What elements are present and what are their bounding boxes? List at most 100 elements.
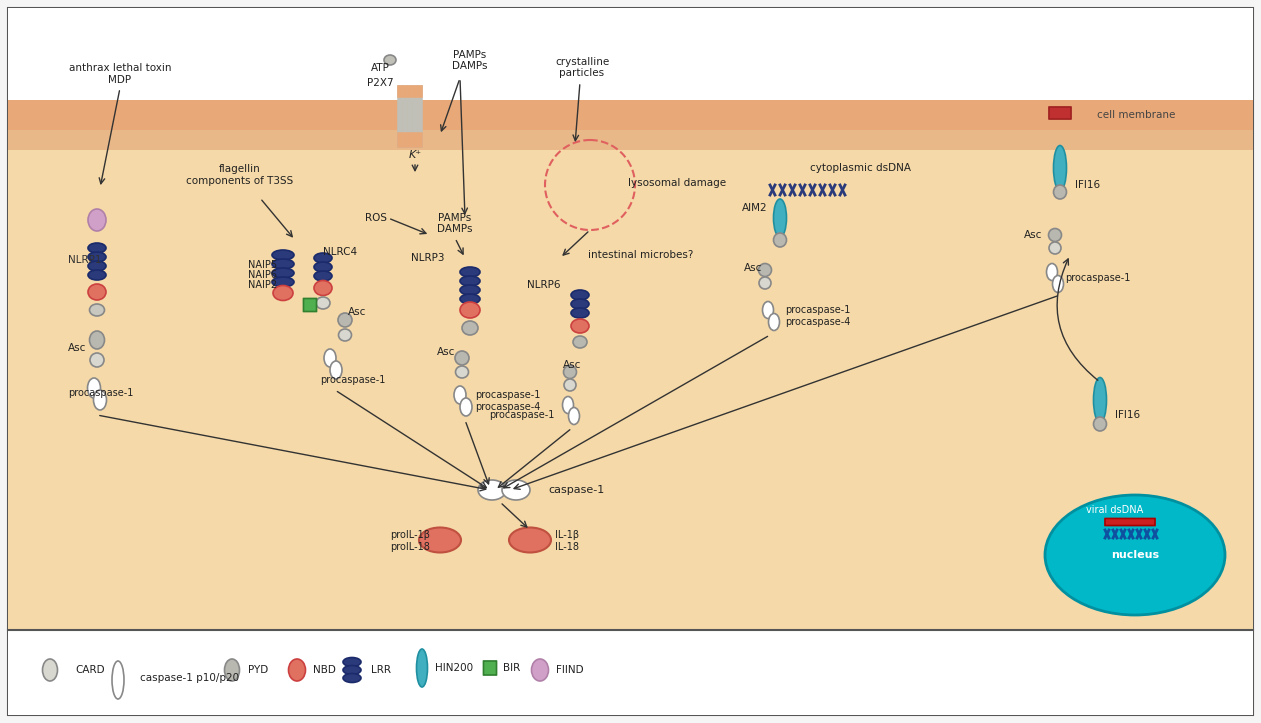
Ellipse shape (314, 281, 332, 296)
Ellipse shape (1093, 417, 1106, 431)
Text: Asc: Asc (68, 343, 86, 353)
Text: LRR: LRR (371, 665, 391, 675)
FancyBboxPatch shape (483, 661, 497, 675)
Text: PAMPs: PAMPs (439, 213, 472, 223)
Ellipse shape (338, 313, 352, 327)
Text: Asc: Asc (562, 360, 581, 370)
Ellipse shape (416, 649, 427, 687)
Ellipse shape (460, 267, 480, 277)
Text: FIIND: FIIND (556, 665, 584, 675)
Text: AIM2: AIM2 (743, 203, 768, 213)
Text: caspase-1 p10/p20: caspase-1 p10/p20 (140, 673, 240, 683)
Ellipse shape (531, 659, 549, 681)
Ellipse shape (1053, 185, 1067, 199)
Ellipse shape (460, 276, 480, 286)
Ellipse shape (1093, 377, 1106, 422)
Ellipse shape (1053, 145, 1067, 190)
Text: K⁺: K⁺ (409, 150, 421, 160)
Ellipse shape (455, 366, 469, 378)
Text: DAMPs: DAMPs (453, 61, 488, 71)
Text: procaspase-1: procaspase-1 (1066, 273, 1130, 283)
Ellipse shape (571, 308, 589, 318)
Text: Asc: Asc (436, 347, 455, 357)
Text: procaspase-1: procaspase-1 (786, 305, 850, 315)
Ellipse shape (763, 301, 773, 319)
Text: MDP: MDP (108, 75, 131, 85)
Text: NLRP6: NLRP6 (527, 280, 560, 290)
Ellipse shape (343, 657, 361, 667)
Ellipse shape (759, 277, 770, 289)
FancyBboxPatch shape (1105, 518, 1155, 526)
Text: Asc: Asc (1024, 230, 1042, 240)
Text: proIL-1β: proIL-1β (390, 530, 430, 540)
Ellipse shape (1047, 263, 1058, 281)
Ellipse shape (112, 661, 124, 699)
Ellipse shape (93, 390, 106, 410)
Ellipse shape (768, 314, 779, 330)
Ellipse shape (90, 331, 105, 349)
Text: anthrax lethal toxin: anthrax lethal toxin (69, 63, 171, 73)
Ellipse shape (1048, 228, 1062, 241)
Ellipse shape (272, 286, 293, 301)
Ellipse shape (564, 379, 576, 391)
Text: procaspase-4: procaspase-4 (475, 402, 541, 412)
Ellipse shape (460, 398, 472, 416)
Ellipse shape (343, 674, 361, 683)
Ellipse shape (88, 209, 106, 231)
Text: Asc: Asc (348, 307, 367, 317)
Ellipse shape (88, 284, 106, 300)
Ellipse shape (272, 250, 294, 260)
Text: HIN200: HIN200 (435, 663, 473, 673)
FancyBboxPatch shape (1049, 107, 1071, 119)
Ellipse shape (460, 285, 480, 295)
Ellipse shape (571, 290, 589, 300)
Text: PYD: PYD (248, 665, 269, 675)
Ellipse shape (562, 396, 574, 414)
Text: crystalline: crystalline (555, 57, 609, 67)
Ellipse shape (338, 329, 352, 341)
Text: flagellin
components of T3SS: flagellin components of T3SS (187, 164, 294, 186)
Ellipse shape (88, 243, 106, 253)
Text: PAMPs: PAMPs (454, 50, 487, 60)
Ellipse shape (462, 321, 478, 335)
Ellipse shape (324, 349, 335, 367)
Text: NLRP1: NLRP1 (68, 255, 101, 265)
Ellipse shape (1045, 495, 1224, 615)
Text: IFI16: IFI16 (1115, 410, 1140, 420)
Text: NAIP2: NAIP2 (248, 280, 277, 290)
Text: cell membrane: cell membrane (1097, 110, 1175, 120)
Text: IL-1β: IL-1β (555, 530, 579, 540)
Bar (8, 100, 1253, 150)
Ellipse shape (87, 378, 101, 398)
Ellipse shape (502, 480, 530, 500)
Ellipse shape (569, 408, 580, 424)
Ellipse shape (1053, 275, 1063, 293)
Ellipse shape (419, 528, 462, 552)
Ellipse shape (272, 259, 294, 269)
Ellipse shape (272, 277, 294, 287)
Bar (8, 630, 1253, 715)
Text: BIR: BIR (503, 663, 521, 673)
Text: particles: particles (560, 68, 604, 78)
Text: NLRP3: NLRP3 (411, 253, 445, 263)
Text: procaspase-4: procaspase-4 (786, 317, 850, 327)
FancyBboxPatch shape (304, 299, 317, 312)
Ellipse shape (317, 297, 330, 309)
Text: viral dsDNA: viral dsDNA (1087, 505, 1144, 515)
Text: NAIP6: NAIP6 (248, 270, 277, 280)
Ellipse shape (289, 659, 305, 681)
Ellipse shape (314, 262, 332, 272)
Ellipse shape (572, 336, 588, 348)
Ellipse shape (1049, 242, 1061, 254)
Text: procaspase-1: procaspase-1 (475, 390, 541, 400)
Text: ATP: ATP (371, 63, 390, 73)
Ellipse shape (455, 351, 469, 365)
Ellipse shape (460, 302, 480, 318)
Text: intestinal microbes?: intestinal microbes? (588, 250, 694, 260)
Ellipse shape (43, 659, 58, 681)
Ellipse shape (564, 366, 576, 379)
Text: procaspase-1: procaspase-1 (68, 388, 134, 398)
Text: NAIP5: NAIP5 (248, 260, 277, 270)
Ellipse shape (759, 263, 772, 276)
Ellipse shape (509, 528, 551, 552)
